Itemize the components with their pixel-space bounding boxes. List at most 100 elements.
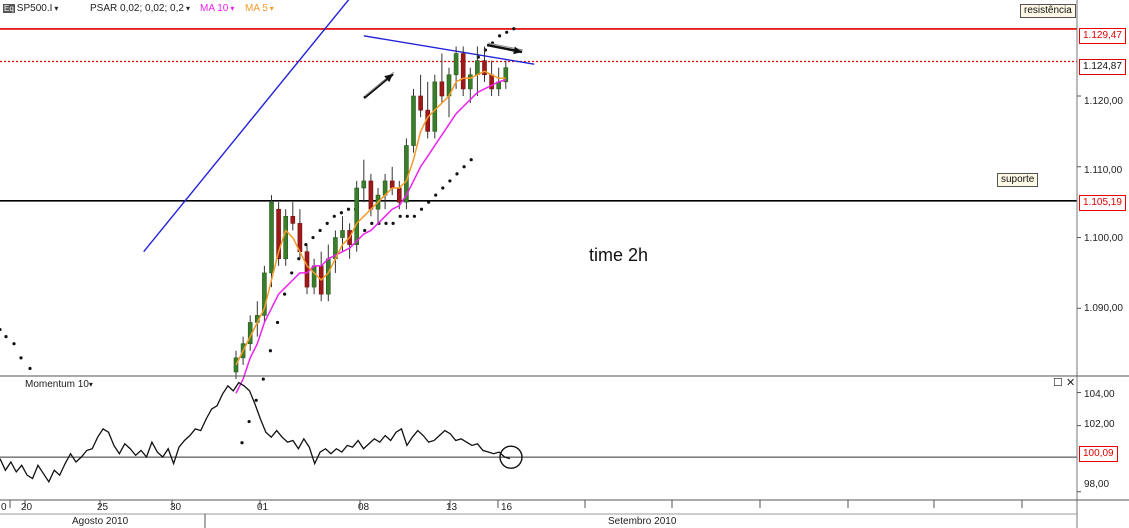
day-tick-label: 25: [97, 502, 109, 513]
candle-body: [467, 74, 473, 90]
annotation-arrowhead: [513, 46, 522, 55]
psar-dot: [455, 172, 459, 176]
symbol-label: SP500.I: [16, 3, 53, 14]
psar-dot: [419, 207, 424, 211]
day-tick-label: 0: [1, 502, 7, 513]
ma10-line: [235, 79, 507, 394]
last-price-level-tag: 1.124,87: [1079, 59, 1126, 75]
candle-body: [460, 53, 466, 90]
day-tick-label: 08: [358, 502, 370, 513]
timeframe-note: time 2h: [589, 245, 649, 265]
momentum-tick-label: 104,00: [1084, 389, 1115, 400]
momentum-highlight-circle: [499, 445, 523, 469]
psar-dot: [384, 221, 388, 225]
psar-dot: [405, 214, 409, 218]
annotation-arrowhead: [384, 74, 393, 83]
momentum-tick-label: 98,00: [1084, 479, 1110, 490]
psar-dot: [363, 228, 367, 233]
psar-dot: [254, 398, 258, 402]
momentum-current-tag: 100,09: [1079, 446, 1118, 462]
psar-dot: [412, 214, 416, 218]
psar-dot: [28, 366, 32, 371]
month-label: Agosto 2010: [72, 516, 129, 527]
symbol-selector[interactable]: Eq SP500.I ▾: [3, 3, 58, 14]
indicator-psar-selector[interactable]: PSAR 0,02; 0,02; 0,2 ▾: [90, 3, 190, 14]
dropdown-arrow-icon: ▾: [269, 4, 274, 13]
candle-body: [262, 272, 267, 316]
candle-body: [290, 216, 296, 224]
indicator-psar-label: PSAR 0,02; 0,02; 0,2: [90, 3, 184, 14]
price-tick-label: 1.090,00: [1084, 303, 1123, 314]
price-tick-label: 1.110,00: [1084, 165, 1123, 176]
psar-dot: [391, 221, 395, 225]
psar-dot: [441, 186, 445, 190]
trendline: [363, 35, 535, 65]
psar-dot: [261, 377, 265, 381]
day-tick-label: 01: [257, 502, 269, 513]
psar-dot: [283, 292, 287, 296]
psar-dot: [469, 158, 473, 162]
psar-dot: [311, 235, 315, 240]
indicator-ma10-label: MA 10: [200, 3, 229, 14]
candle-body: [482, 60, 487, 76]
psar-dot: [448, 179, 452, 183]
indicator-ma5-selector[interactable]: MA 5 ▾: [245, 3, 274, 14]
psar-dot: [275, 320, 280, 325]
candle-body: [439, 81, 445, 97]
psar-dot: [325, 221, 329, 225]
psar-dot: [247, 419, 251, 424]
trendline: [143, 0, 350, 253]
candle-body: [276, 208, 281, 260]
support-annotation[interactable]: suporte: [997, 173, 1039, 187]
psar-dot: [12, 342, 16, 346]
psar-dot: [290, 271, 294, 275]
month-label: Setembro 2010: [608, 516, 677, 527]
close-panel-icon[interactable]: ✕: [1066, 377, 1076, 389]
psar-dot: [240, 441, 244, 445]
day-tick-label: 20: [21, 502, 33, 513]
momentum-line: [0, 381, 511, 484]
psar-dot: [498, 34, 502, 38]
candle-body: [503, 67, 509, 83]
psar-dot: [268, 349, 272, 353]
candle-body: [269, 201, 274, 274]
psar-dot: [434, 193, 438, 197]
psar-dot: [370, 221, 374, 225]
momentum-tick-label: 102,00: [1084, 419, 1115, 430]
candle-body: [233, 357, 239, 373]
indicator-ma10-selector[interactable]: MA 10 ▾: [200, 3, 234, 14]
candle-body: [368, 180, 374, 210]
psar-dot: [505, 30, 509, 34]
candle-body: [283, 216, 289, 260]
candle-body: [475, 60, 480, 76]
momentum-title: Momentum 10: [25, 379, 89, 390]
dropdown-arrow-icon: ▾: [88, 380, 93, 389]
candle-body: [311, 265, 317, 288]
candle-body: [354, 187, 360, 245]
maximize-panel-icon[interactable]: ☐: [1053, 377, 1063, 389]
momentum-selector[interactable]: Momentum 10▾: [25, 379, 93, 390]
candle-body: [432, 81, 438, 132]
price-tick-label: 1.100,00: [1084, 233, 1123, 244]
indicator-ma5-label: MA 5: [245, 3, 268, 14]
psar-dot: [346, 207, 351, 211]
candle-body: [325, 258, 331, 295]
support-level-tag: 1.105,19: [1079, 195, 1126, 211]
psar-dot: [318, 228, 322, 233]
candle-body: [340, 230, 345, 238]
psar-dot: [339, 211, 343, 215]
candle-body: [411, 95, 416, 146]
day-tick-label: 16: [501, 502, 513, 513]
candle-body: [418, 95, 423, 111]
dropdown-arrow-icon: ▾: [185, 4, 190, 13]
candle-body: [453, 53, 459, 76]
candle-body: [361, 180, 367, 189]
resistance-annotation[interactable]: resistência: [1020, 4, 1076, 18]
day-tick-label: 30: [170, 502, 182, 513]
psar-dot: [0, 327, 2, 332]
candle-body: [396, 187, 402, 203]
day-tick-label: 13: [446, 502, 458, 513]
psar-dot: [512, 27, 516, 31]
ma5-line: [235, 70, 506, 366]
psar-dot: [462, 165, 466, 169]
